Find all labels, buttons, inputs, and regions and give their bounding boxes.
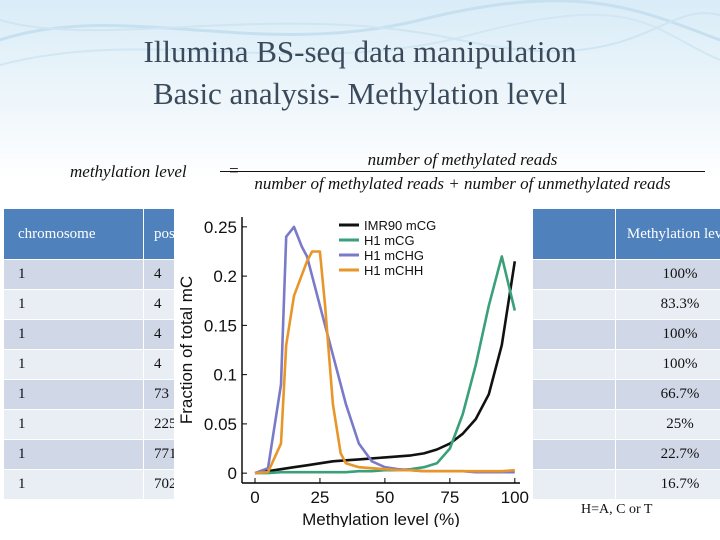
- x-tick-label: 50: [375, 488, 394, 507]
- methylation-chart-panel: 0 0.05 0.1 0.15 0.2 0.25 0 25 50 75 100 Methylation…: [174, 205, 533, 529]
- series-line-h1-mchh: [254, 250, 515, 475]
- cell-level: 66.7%: [615, 379, 720, 410]
- y-tick-label: 0.2: [213, 267, 237, 286]
- legend-label: IMR90 mCG: [364, 218, 436, 233]
- slide-title-line2: Basic analysis- Methylation level: [152, 76, 568, 111]
- x-tick-label: 100: [501, 488, 529, 507]
- x-tick-label: 25: [310, 488, 329, 507]
- y-axis-label: Fraction of total mC: [177, 276, 196, 424]
- cell-chromosome: 1: [3, 409, 144, 440]
- cell-level: 100%: [615, 259, 720, 290]
- header-methylation-level: Methylation level: [615, 208, 720, 260]
- formula-numerator: number of methylated reads: [367, 150, 558, 169]
- formula-fraction-bar: [220, 171, 705, 172]
- y-tick-label: 0.05: [204, 415, 237, 434]
- cell-chromosome: 1: [3, 289, 144, 320]
- x-tick-label: 75: [440, 488, 459, 507]
- x-axis-label: Methylation level (%): [302, 510, 460, 527]
- legend-label: H1 mCG: [364, 233, 415, 248]
- cell-level: 100%: [615, 349, 720, 380]
- cell-chromosome: 1: [3, 349, 144, 380]
- cell-chromosome: 1: [3, 319, 144, 350]
- legend-label: H1 mCHH: [364, 263, 423, 278]
- legend-label: H1 mCHG: [364, 248, 424, 263]
- methylation-formula: methylation level = number of methylated…: [70, 148, 710, 198]
- x-tick-label: 0: [250, 488, 259, 507]
- methylation-chart: 0 0.05 0.1 0.15 0.2 0.25 0 25 50 75 100 Methylation…: [177, 217, 529, 529]
- y-tick-label: 0.15: [204, 316, 237, 335]
- formula-equals: =: [228, 161, 239, 181]
- series-line-h1-mcg: [255, 255, 517, 475]
- cell-chromosome: 1: [3, 259, 144, 290]
- formula-denominator: number of methylated reads + number of u…: [254, 174, 671, 193]
- cell-level: 22.7%: [615, 439, 720, 470]
- cell-level: 25%: [615, 409, 720, 440]
- series-line-imr90-mcg: [254, 261, 517, 475]
- footnote: H=A, C or T: [581, 502, 653, 517]
- y-tick-label: 0: [228, 464, 237, 483]
- header-chromosome: chromosome: [3, 208, 144, 260]
- cell-chromosome: 1: [3, 379, 144, 410]
- y-tick-label: 0.25: [204, 218, 237, 237]
- cell-level: 16.7%: [615, 469, 720, 500]
- cell-level: 83.3%: [615, 289, 720, 320]
- cell-chromosome: 1: [3, 469, 144, 500]
- cell-chromosome: 1: [3, 439, 144, 470]
- formula-lhs: methylation level: [70, 162, 187, 181]
- y-tick-label: 0.1: [213, 366, 237, 385]
- cell-level: 100%: [615, 319, 720, 350]
- background-swirl: [0, 0, 720, 66]
- slide-title-line1: Illumina BS-seq data manipulation: [143, 34, 577, 69]
